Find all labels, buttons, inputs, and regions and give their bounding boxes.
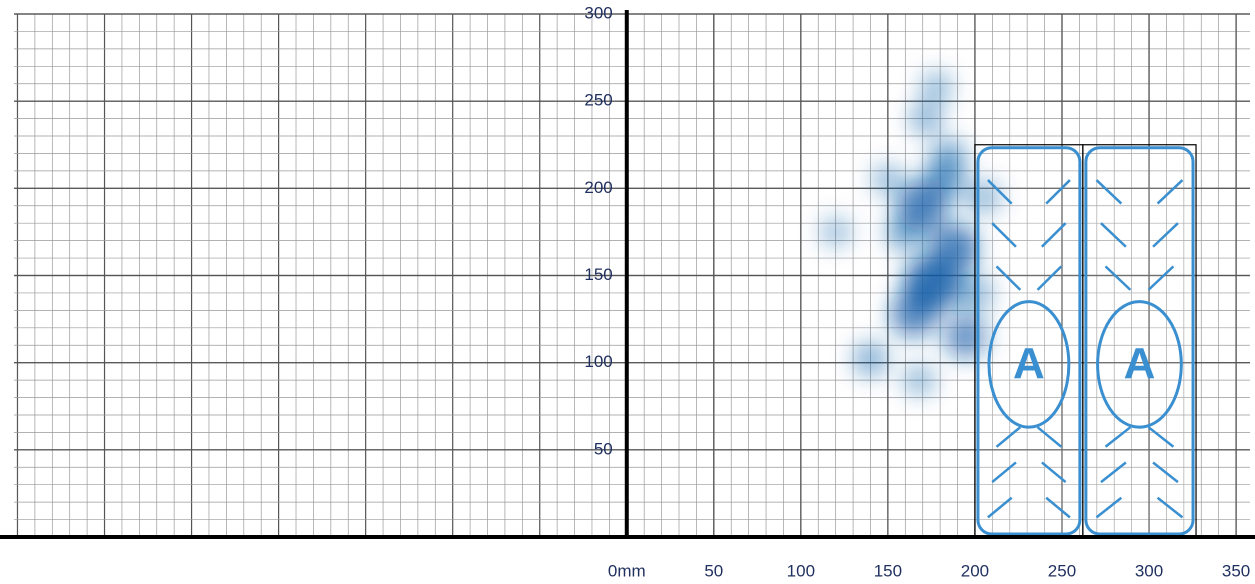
- x-tick-label: 300: [1135, 561, 1163, 580]
- heat-blob: [820, 216, 852, 248]
- heat-blob: [890, 290, 938, 338]
- y-tick-label: 50: [594, 439, 613, 458]
- y-tick-label: 200: [584, 178, 612, 197]
- heat-blob: [920, 70, 954, 104]
- y-tick-label: 150: [584, 265, 612, 284]
- y-tick-label: 300: [584, 3, 612, 22]
- chart: A A 0mm 50 100 150 200 250 300 350 50 100 150 200 250 3…: [0, 0, 1255, 584]
- heat-blob: [886, 212, 925, 251]
- x-tick-label: 0mm: [608, 561, 646, 580]
- x-tick-label: 100: [787, 561, 815, 580]
- x-tick-label: 250: [1048, 561, 1076, 580]
- heat-blob: [871, 163, 905, 197]
- y-tick-label: 250: [584, 91, 612, 110]
- heat-blob: [929, 224, 979, 274]
- x-tick-label: 350: [1222, 561, 1250, 580]
- heat-blob: [909, 101, 944, 136]
- x-tick-label: 150: [874, 561, 902, 580]
- x-tick-label: 200: [961, 561, 989, 580]
- heat-blob: [930, 138, 968, 176]
- heat-blob: [852, 341, 888, 377]
- pad-letter: A: [1124, 339, 1156, 388]
- heat-blob: [902, 363, 936, 397]
- pad-letter: A: [1013, 339, 1045, 388]
- x-tick-label: 50: [704, 561, 723, 580]
- y-tick-label: 100: [584, 352, 612, 371]
- foreground: A A 0mm 50 100 150 200 250 300 350 50 100 150 200 250 3…: [0, 3, 1255, 580]
